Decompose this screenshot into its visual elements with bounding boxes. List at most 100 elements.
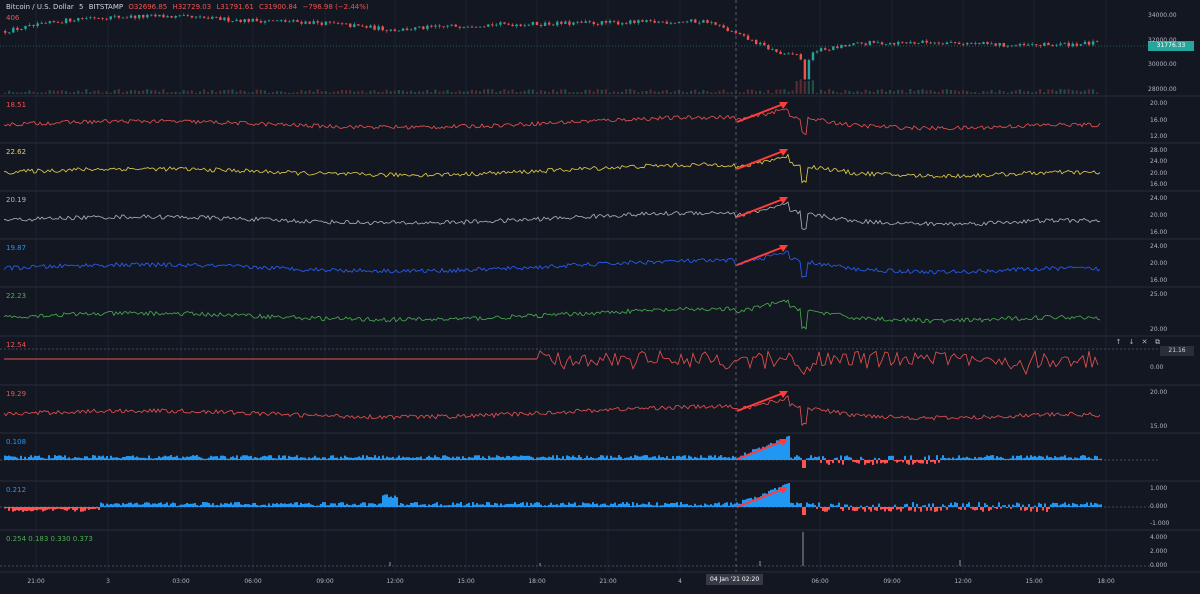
volume-bar [754, 91, 758, 94]
volume-bar [933, 91, 936, 94]
move-up-icon[interactable]: ↑ [1115, 338, 1122, 346]
candle-body [1018, 43, 1022, 46]
histogram-bar [68, 507, 70, 510]
histogram-bar [204, 502, 206, 507]
histogram-bar [168, 505, 170, 507]
histogram-bar [538, 502, 540, 507]
volume-bar [791, 90, 794, 94]
histogram-bar [436, 502, 438, 507]
histogram-bar [580, 505, 582, 507]
histogram-bar [974, 507, 976, 511]
interval-label[interactable]: 5 [79, 3, 84, 11]
histogram-bar [888, 455, 890, 460]
histogram-bar [986, 455, 988, 460]
histogram-bar [862, 458, 864, 460]
histogram-bar [104, 457, 106, 460]
symbol-name[interactable]: Bitcoin / U.S. Dollar [6, 3, 74, 11]
histogram-bar [774, 487, 776, 507]
histogram-bar [424, 458, 426, 460]
close-icon[interactable]: ✕ [1141, 338, 1148, 346]
candle-body [909, 42, 912, 44]
histogram-bar [806, 502, 808, 507]
volume-bar [458, 90, 461, 94]
histogram-bar [960, 507, 962, 510]
candle-body [1071, 43, 1074, 47]
volume-bar [982, 90, 985, 94]
volume-bar [491, 89, 494, 94]
histogram-bar [1012, 455, 1014, 460]
candle-body [779, 51, 782, 54]
histogram-bar [1014, 458, 1016, 460]
histogram-bar [228, 458, 230, 460]
candle-body [645, 20, 648, 22]
pane-axis-tick: 1.000 [1150, 485, 1168, 492]
histogram-bar [982, 457, 984, 460]
candle-body [892, 43, 896, 45]
histogram-bar [412, 502, 414, 507]
candle-body [466, 26, 470, 28]
histogram-bar [170, 503, 172, 507]
histogram-bar [880, 507, 882, 510]
candle-body [568, 21, 571, 25]
volume-bar [1043, 92, 1046, 94]
histogram-bar [626, 502, 628, 507]
candle-body [986, 42, 989, 44]
histogram-bar [1058, 505, 1060, 507]
candle-body [365, 26, 368, 28]
volume-bar [56, 90, 59, 94]
candle-body [174, 16, 177, 18]
histogram-bar [414, 502, 416, 507]
candle-body [349, 23, 352, 27]
histogram-bar [994, 458, 996, 460]
candle-body [438, 25, 441, 27]
histogram-bar [44, 458, 46, 460]
volume-bar [677, 89, 681, 94]
candle-body [68, 18, 72, 22]
histogram-bar [966, 456, 968, 460]
histogram-bar [260, 457, 262, 460]
histogram-bar [440, 458, 442, 460]
histogram-bar [646, 455, 648, 460]
histogram-bar [150, 504, 152, 507]
volume-bar [462, 91, 465, 94]
candle-body [113, 15, 116, 17]
histogram-bar [680, 456, 682, 460]
histogram-bar [938, 507, 940, 509]
histogram-bar [486, 458, 488, 460]
volume-bar [572, 92, 575, 94]
histogram-bar [78, 457, 80, 460]
histogram-bar [526, 455, 528, 460]
histogram-bar [618, 503, 620, 507]
histogram-bar [254, 502, 256, 507]
histogram-bar [1060, 504, 1062, 507]
histogram-bar [706, 504, 708, 507]
pane-value-label: 19.87 [6, 244, 27, 252]
histogram-bar [296, 455, 298, 460]
histogram-bar [778, 440, 780, 460]
histogram-bar [566, 455, 568, 460]
histogram-bar [678, 505, 680, 507]
histogram-bar [378, 456, 380, 460]
maximize-icon[interactable]: ⧉ [1155, 338, 1160, 346]
candle-body [146, 14, 149, 18]
price-axis-tick: 32000.00 [1148, 36, 1177, 44]
histogram-bar [1010, 458, 1012, 460]
histogram-bar [344, 505, 346, 507]
candle-body [150, 14, 153, 16]
histogram-bar [56, 507, 58, 509]
candle-body [584, 21, 587, 23]
histogram-bar [82, 507, 84, 512]
histogram-bar [564, 458, 566, 460]
histogram-bar [662, 457, 664, 460]
histogram-bar [198, 456, 200, 460]
histogram-bar [694, 456, 696, 460]
histogram-bar [148, 502, 150, 507]
histogram-bar [1044, 458, 1046, 460]
histogram-bar [700, 455, 702, 460]
histogram-bar [840, 455, 842, 460]
histogram-bar [894, 460, 896, 462]
move-down-icon[interactable]: ↓ [1128, 338, 1135, 346]
histogram-bar [308, 457, 310, 460]
